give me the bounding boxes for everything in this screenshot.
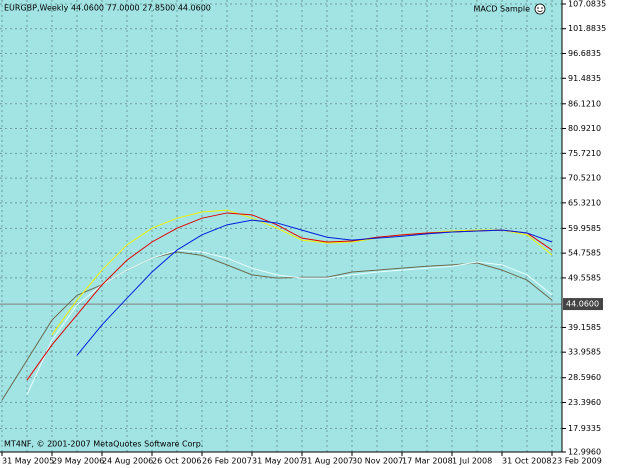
x-tick-label: 31 May 2007 [252, 457, 304, 466]
indicator-name: MACD Sample [473, 5, 530, 14]
chart-title: EURGBP,Weekly 44.0600 77.0000 27.8500 44… [4, 4, 211, 13]
y-tick-label: 96.6835 [568, 49, 601, 58]
x-tick-label: 31 May 2005 [2, 457, 54, 466]
x-tick-label: 31 Aug 2007 [302, 457, 353, 466]
y-tick-label: 70.5210 [568, 174, 601, 183]
y-tick-label: 17.9335 [568, 424, 601, 433]
x-tick-label: 30 Nov 2007 [352, 457, 403, 466]
y-tick-label: 12.9960 [568, 448, 601, 457]
current-price-box [563, 298, 603, 311]
y-tick-label: 54.7585 [568, 249, 601, 258]
y-tick-label: 39.1585 [568, 323, 601, 332]
y-tick-label: 49.5585 [568, 273, 601, 282]
x-tick-label: 26 Oct 2006 [152, 457, 201, 466]
x-tick-label: 1 Jul 2008 [452, 457, 492, 466]
x-tick-label: 24 Aug 2006 [102, 457, 153, 466]
x-tick-label: 17 Mar 2008 [402, 457, 453, 466]
x-tick-label: 29 May 2006 [52, 457, 104, 466]
y-tick-label: 59.9585 [568, 224, 601, 233]
y-tick-label: 28.5960 [568, 373, 601, 382]
x-tick-label: 31 Oct 2008 [502, 457, 551, 466]
x-tick-label: 26 Feb 2007 [202, 457, 252, 466]
plot-area [0, 0, 562, 452]
y-tick-label: 91.4835 [568, 74, 601, 83]
copyright: MT4NF, © 2001-2007 MetaQuotes Software C… [4, 440, 203, 449]
series-line [76, 219, 553, 356]
current-price-label: 44.0600 [566, 300, 599, 309]
y-tick-label: 23.3960 [568, 398, 601, 407]
y-tick-label: 80.9210 [568, 124, 601, 133]
series-line [26, 249, 553, 396]
series-line [51, 209, 553, 336]
y-tick-label: 75.7210 [568, 149, 601, 158]
bottom-axis-area [0, 452, 624, 468]
series-line [1, 251, 553, 401]
y-tick-label: 65.3210 [568, 198, 601, 207]
y-tick-label: 33.9585 [568, 348, 601, 357]
y-tick-label: 107.0835 [568, 0, 606, 8]
x-tick-label: 23 Feb 2009 [552, 457, 602, 466]
y-tick-label: 101.8835 [568, 24, 606, 33]
y-tick-label: 86.1210 [568, 99, 601, 108]
right-axis-area [562, 0, 624, 468]
indicator-icon [534, 3, 546, 15]
